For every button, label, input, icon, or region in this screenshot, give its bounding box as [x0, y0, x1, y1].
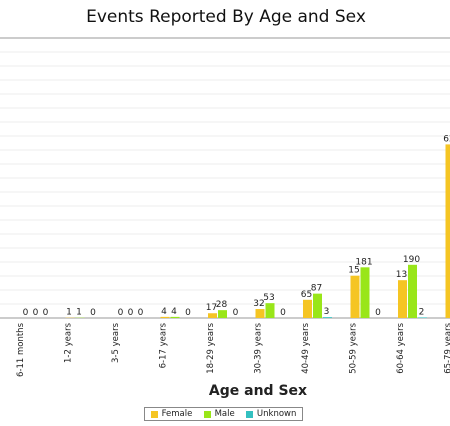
data-label: 0 — [33, 308, 39, 318]
data-label: 13 — [396, 270, 407, 280]
legend: Female Male Unknown — [144, 407, 303, 421]
data-label: 0 — [23, 308, 29, 318]
data-label: 0 — [138, 308, 144, 318]
bar-male — [408, 264, 417, 318]
x-tick-label: 3-5 years — [111, 322, 121, 363]
x-axis-label: Age and Sex — [209, 383, 307, 399]
data-label: 0 — [375, 308, 381, 318]
legend-label: Unknown — [256, 409, 297, 419]
bar-female — [255, 309, 265, 318]
data-label: 62 — [443, 134, 450, 144]
x-tick-label: 6-11 months — [16, 322, 26, 377]
data-label: 87 — [311, 284, 322, 294]
x-tick-label: 60-64 years — [396, 322, 406, 373]
data-labels: 0 0 0 1 1 0 0 0 0 4 4 0 1728032530658731518101319026… — [23, 134, 450, 318]
x-tick-labels: 6-11 months 1-2 years 3-5 years 6-17 years 1… — [16, 322, 450, 377]
legend-swatch — [150, 410, 158, 418]
bar-male — [218, 310, 227, 318]
gridlines — [0, 37, 450, 319]
data-label: 28 — [216, 300, 228, 310]
bar-female — [398, 280, 407, 318]
data-label: 0 — [185, 308, 191, 318]
data-label: 0 — [90, 308, 96, 318]
data-label: 4 — [171, 307, 177, 317]
bar-female — [445, 144, 450, 318]
bar-unknown — [323, 317, 332, 318]
x-tick-label: 40-49 years — [301, 322, 311, 373]
legend-item-unknown: Unknown — [245, 409, 297, 419]
bars — [65, 144, 450, 318]
data-label: 0 — [43, 308, 49, 318]
data-label: 53 — [263, 293, 274, 303]
data-label: 4 — [161, 307, 167, 317]
data-label: 0 — [233, 308, 239, 318]
data-label: 1 — [66, 308, 72, 318]
bar-female — [303, 299, 312, 318]
data-label: 65 — [301, 290, 312, 300]
chart-title: Events Reported By Age and Sex — [86, 7, 366, 27]
legend-swatch — [203, 410, 211, 418]
bar-female — [208, 313, 217, 318]
data-label: 0 — [280, 308, 286, 318]
legend-item-male: Male — [203, 409, 235, 419]
bar-female — [160, 316, 170, 318]
x-tick-label: 18-29 years — [206, 322, 216, 373]
legend-label: Female — [161, 409, 193, 419]
data-label: 2 — [419, 307, 425, 317]
x-tick-label: 65-79 years — [444, 322, 450, 373]
data-label: 15 — [348, 266, 359, 276]
bar-male — [170, 316, 180, 318]
data-label: 181 — [355, 257, 372, 267]
data-label: 1 — [76, 308, 82, 318]
legend-label: Male — [214, 409, 235, 419]
data-label: 17 — [206, 303, 217, 313]
bar-unknown — [418, 317, 427, 318]
legend-item-female: Female — [150, 409, 193, 419]
bar-female — [350, 275, 360, 318]
data-label: 32 — [253, 299, 264, 309]
legend-swatch — [245, 410, 253, 418]
data-label: 3 — [324, 307, 330, 317]
bar-male — [313, 293, 322, 318]
bar-male — [360, 267, 370, 318]
x-tick-label: 30-39 years — [254, 322, 264, 373]
data-label: 0 — [128, 308, 134, 318]
data-label: 0 — [118, 308, 124, 318]
bar-male — [265, 303, 275, 318]
data-label: 190 — [403, 255, 420, 265]
x-tick-label: 50-59 years — [349, 322, 359, 373]
x-tick-label: 6-17 years — [159, 322, 169, 368]
x-tick-label: 1-2 years — [64, 322, 74, 363]
